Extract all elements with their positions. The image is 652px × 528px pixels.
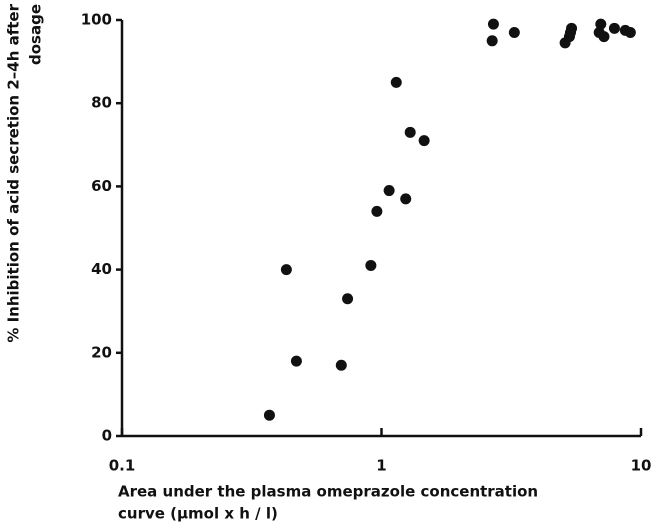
point: [598, 31, 610, 43]
x-tick-label: 10: [631, 457, 652, 475]
x-axis-label: curve (μmol x h / l): [118, 505, 278, 523]
y-tick-label: 20: [91, 343, 112, 361]
y-tick-label: 80: [91, 94, 112, 112]
y-tick-label: 0: [102, 427, 112, 445]
point: [487, 18, 499, 30]
point: [365, 259, 377, 271]
x-tick-label: 0.1: [109, 457, 136, 475]
point: [342, 293, 354, 305]
point: [565, 26, 577, 38]
point: [390, 76, 402, 88]
x-axis-label: Area under the plasma omeprazole concent…: [118, 483, 538, 501]
point: [383, 185, 395, 197]
point: [404, 126, 416, 138]
y-axis-label: dosage: [27, 4, 45, 65]
x-tick-label: 1: [376, 457, 386, 475]
point: [280, 264, 292, 276]
point: [418, 135, 430, 147]
point: [624, 26, 636, 38]
point: [595, 18, 607, 30]
y-axis-label: % Inhibition of acid secretion 2–4h afte…: [5, 3, 23, 342]
y-tick-label: 60: [91, 177, 112, 195]
point: [608, 22, 620, 34]
point: [486, 35, 498, 47]
point: [290, 355, 302, 367]
point: [400, 193, 412, 205]
point: [371, 205, 383, 217]
y-tick-label: 40: [91, 260, 112, 278]
point: [263, 409, 275, 421]
y-tick-label: 100: [81, 11, 112, 29]
point: [508, 26, 520, 38]
point: [335, 359, 347, 371]
